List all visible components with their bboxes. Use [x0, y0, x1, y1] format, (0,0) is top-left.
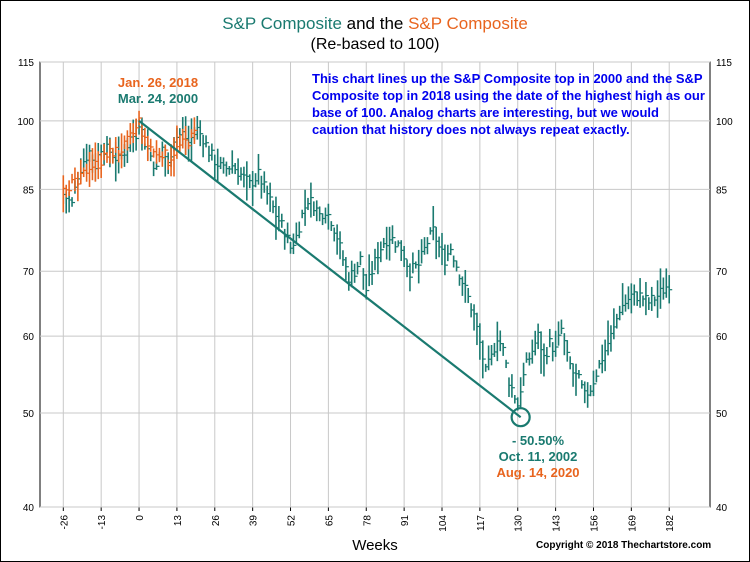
y-tick-label-right: 85: [716, 185, 728, 196]
y-tick-label-left: 115: [18, 58, 34, 69]
copyright-text: Copyright © 2018 Thechartstore.com: [536, 540, 712, 551]
plot-area: [39, 61, 711, 508]
annotation-equiv-2020: Aug. 14, 2020: [496, 465, 580, 480]
x-tick-label: 182: [665, 515, 676, 532]
x-tick-label: -13: [97, 515, 108, 530]
annotation-top-2018: Jan. 26, 2018: [117, 75, 199, 90]
bottom-marker-circle: [510, 407, 531, 428]
y-tick-label-left: 50: [23, 409, 35, 420]
chart-note: This chart lines up the S&P Composite to…: [312, 71, 705, 137]
x-tick-label: 169: [627, 515, 638, 532]
x-tick-label: 52: [287, 515, 298, 527]
x-tick-label: 143: [552, 515, 563, 532]
title-connector: and the: [341, 14, 409, 33]
y-tick-label-left: 60: [23, 332, 35, 343]
x-tick-label: 156: [589, 515, 600, 532]
y-tick-label-right: 60: [716, 332, 728, 343]
x-tick-label: 0: [135, 515, 146, 521]
annotation-top-2000: Mar. 24, 2000: [117, 91, 199, 106]
x-tick-label: 65: [324, 515, 335, 527]
y-tick-label-right: 100: [716, 117, 733, 128]
y-tick-label-right: 115: [716, 58, 732, 69]
x-tick-label: 91: [400, 515, 411, 527]
title-series-2000: S&P Composite: [222, 14, 342, 33]
x-tick-label: 104: [438, 515, 449, 532]
x-tick-label: 130: [514, 515, 525, 532]
x-axis-title: Weeks: [352, 537, 398, 554]
y-tick-label-left: 40: [23, 503, 35, 514]
chart-title: S&P Composite and the S&P Composite: [0, 14, 750, 34]
x-tick-label: 26: [211, 515, 222, 527]
x-tick-label: 117: [476, 515, 487, 531]
y-tick-label-left: 85: [23, 185, 35, 196]
y-tick-label-right: 70: [716, 267, 728, 278]
x-tick-label: 13: [173, 515, 184, 527]
title-series-2018: S&P Composite: [408, 14, 528, 33]
x-tick-label: -26: [59, 515, 70, 530]
y-tick-label-left: 100: [17, 117, 34, 128]
chart-subtitle: (Re-based to 100): [310, 36, 440, 53]
y-tick-label-right: 40: [716, 503, 728, 514]
annotation-decline-percent: - 50.50%: [511, 433, 565, 448]
trend-line: [138, 120, 522, 419]
annotation-bottom-2002: Oct. 11, 2002: [498, 449, 578, 464]
x-tick-label: 39: [249, 515, 260, 527]
y-tick-label-left: 70: [23, 267, 35, 278]
x-tick-label: 78: [362, 515, 373, 527]
y-tick-label-right: 50: [716, 409, 728, 420]
